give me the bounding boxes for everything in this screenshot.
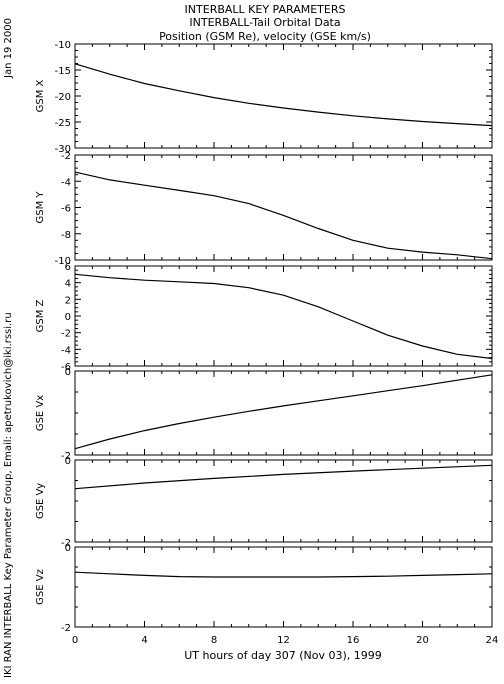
y-tick-label: -10 (55, 40, 71, 51)
y-axis-label: GSM Y (35, 191, 46, 224)
chart-title-line-2: INTERBALL-Tail Orbital Data (189, 16, 340, 29)
panel-frame (74, 370, 493, 456)
series-line (74, 571, 493, 578)
x-tick-label: 0 (72, 635, 78, 646)
x-axis-label: UT hours of day 307 (Nov 03), 1999 (184, 649, 382, 662)
series-line (74, 63, 493, 127)
panel-frame (74, 154, 493, 261)
y-tick-label: -8 (61, 230, 71, 241)
panel-frame (74, 265, 493, 367)
y-tick-label: -25 (55, 118, 71, 129)
panel-frame (74, 546, 493, 628)
chart-title-line-1: INTERBALL KEY PARAMETERS (185, 3, 346, 16)
panel-frame (74, 459, 493, 543)
panel-2: -10 -8 -6 -4 -2 GSM Y (35, 151, 493, 267)
y-tick-label: 0 (65, 367, 71, 378)
series-line (74, 273, 493, 360)
y-tick-label: -6 (61, 204, 71, 215)
x-tick-label: 24 (486, 635, 499, 646)
x-tick-label: 4 (141, 635, 147, 646)
panel-3: -6 -4 -2 0 2 4 6 GSM Z (35, 262, 493, 373)
date-stamp: Jan 19 2000 (3, 18, 14, 79)
y-tick-label: 0 (65, 543, 71, 554)
x-tick-label: 12 (277, 635, 290, 646)
y-axis-label: GSE Vx (35, 395, 46, 431)
x-tick-label: 8 (211, 635, 217, 646)
chart-title-line-3: Position (GSM Re), velocity (GSE km/s) (159, 30, 371, 43)
y-tick-label: 0 (65, 456, 71, 467)
panel-4: -2 0 GSE Vx (35, 367, 493, 462)
series-line (74, 464, 493, 490)
y-tick-label: -15 (55, 66, 71, 77)
y-tick-label: -10 (55, 256, 71, 267)
y-tick-label: 4 (65, 279, 71, 290)
side-credit: IKI RAN INTERBALL Key Parameter Group, E… (3, 312, 14, 678)
y-axis-label: GSE Vz (35, 569, 46, 605)
y-tick-label: -2 (61, 151, 71, 162)
y-tick-label: -20 (55, 92, 71, 103)
series-line (74, 171, 493, 260)
y-axis-label: GSM X (35, 79, 46, 112)
panel-5: -2 0 GSE Vy (35, 456, 493, 549)
y-tick-label: -2 (61, 538, 71, 549)
y-tick-label: 6 (65, 262, 71, 273)
x-tick-label: 16 (347, 635, 360, 646)
y-tick-label: -2 (61, 623, 71, 634)
y-tick-label: 0 (65, 312, 71, 323)
y-tick-label: -2 (61, 329, 71, 340)
y-tick-label: -30 (55, 144, 71, 155)
y-tick-label: -2 (61, 451, 71, 462)
x-tick-label: 20 (416, 635, 429, 646)
y-axis-label: GSM Z (35, 299, 46, 332)
series-line (74, 374, 493, 450)
y-axis-label: GSE Vy (35, 483, 46, 519)
panel-6: -2 0 GSE Vz (35, 543, 493, 634)
y-tick-label: -6 (61, 362, 71, 373)
panel-frame (74, 43, 493, 149)
y-tick-label: 2 (65, 295, 71, 306)
y-tick-label: -4 (61, 345, 71, 356)
panel-1: -30 -25 -20 -15 -10 GSM X (35, 40, 493, 155)
y-tick-label: -4 (61, 177, 71, 188)
